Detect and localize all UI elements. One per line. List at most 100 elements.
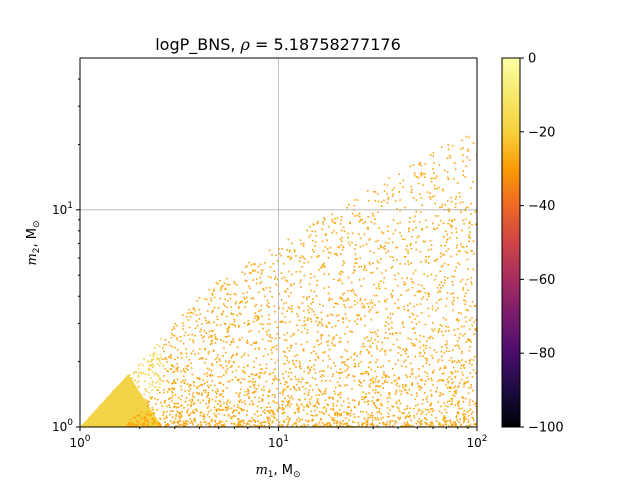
- scatter-point: [110, 402, 112, 404]
- scatter-point: [425, 413, 428, 416]
- scatter-point: [334, 253, 336, 256]
- scatter-point: [349, 412, 352, 415]
- scatter-point: [333, 278, 335, 280]
- scatter-point: [282, 307, 284, 310]
- scatter-point: [342, 318, 344, 321]
- scatter-point: [130, 422, 133, 425]
- scatter-point: [463, 415, 465, 418]
- scatter-point: [190, 401, 193, 404]
- scatter-point: [354, 258, 357, 260]
- scatter-point: [240, 408, 242, 410]
- scatter-point: [260, 422, 263, 424]
- scatter-point: [131, 383, 133, 386]
- scatter-point: [97, 417, 99, 419]
- scatter-point: [237, 419, 239, 421]
- scatter-point: [468, 401, 471, 404]
- scatter-point: [343, 304, 345, 306]
- scatter-point: [458, 412, 460, 415]
- scatter-point: [432, 155, 435, 157]
- scatter-point: [384, 300, 386, 302]
- scatter-point: [314, 378, 316, 380]
- scatter-point: [350, 281, 353, 284]
- scatter-point: [253, 317, 256, 319]
- scatter-point: [312, 405, 315, 408]
- scatter-point: [375, 311, 378, 314]
- scatter-point: [457, 319, 460, 322]
- scatter-point: [469, 423, 472, 426]
- scatter-point: [408, 228, 410, 230]
- scatter-point: [395, 379, 397, 382]
- scatter-point: [262, 394, 264, 396]
- scatter-point: [106, 413, 109, 415]
- scatter-point: [183, 375, 185, 378]
- chart-title: logP_BNS, ρ = 5.18758277176: [155, 35, 401, 55]
- scatter-point: [396, 222, 399, 225]
- scatter-point: [424, 371, 427, 373]
- scatter-point: [209, 374, 211, 377]
- scatter-point: [440, 244, 442, 247]
- scatter-point: [329, 297, 331, 299]
- scatter-point: [263, 389, 265, 391]
- scatter-point: [443, 282, 446, 284]
- scatter-point: [241, 300, 243, 303]
- scatter-point: [359, 257, 362, 259]
- scatter-point: [243, 371, 245, 373]
- scatter-point: [267, 402, 270, 405]
- scatter-point: [346, 364, 348, 367]
- scatter-point: [170, 410, 172, 412]
- scatter-point: [317, 355, 319, 358]
- scatter-point: [210, 409, 212, 412]
- scatter-point: [405, 374, 407, 376]
- scatter-point: [402, 305, 405, 308]
- scatter-point: [119, 385, 122, 388]
- scatter-point: [205, 358, 207, 360]
- scatter-point: [233, 410, 235, 412]
- scatter-point: [296, 324, 298, 327]
- scatter-point: [275, 348, 278, 351]
- scatter-point: [448, 386, 451, 388]
- scatter-point: [290, 403, 292, 405]
- scatter-point: [272, 372, 275, 374]
- scatter-point: [367, 339, 369, 342]
- scatter-point: [295, 424, 298, 427]
- scatter-point: [126, 414, 129, 417]
- scatter-point: [367, 416, 369, 419]
- scatter-point: [250, 344, 253, 346]
- scatter-point: [354, 293, 356, 296]
- scatter-point: [370, 337, 373, 340]
- scatter-point: [156, 374, 159, 377]
- scatter-point: [331, 375, 334, 377]
- scatter-point: [392, 406, 395, 408]
- scatter-point: [353, 366, 356, 368]
- scatter-point: [220, 339, 222, 341]
- scatter-point: [290, 305, 293, 307]
- scatter-point: [160, 425, 162, 427]
- scatter-point: [158, 358, 160, 360]
- scatter-point: [288, 350, 291, 352]
- scatter-point: [272, 411, 275, 414]
- scatter-point: [152, 409, 154, 411]
- scatter-point: [254, 374, 256, 376]
- scatter-point: [147, 421, 150, 423]
- scatter-point: [321, 334, 324, 336]
- scatter-point: [437, 380, 439, 383]
- scatter-point: [230, 312, 232, 315]
- scatter-point: [369, 423, 372, 426]
- scatter-point: [273, 305, 276, 307]
- scatter-point: [448, 208, 451, 210]
- scatter-point: [286, 287, 289, 290]
- scatter-point: [295, 271, 298, 273]
- scatter-point: [288, 255, 290, 258]
- scatter-point: [449, 419, 451, 421]
- scatter-point: [462, 397, 465, 399]
- scatter-point: [273, 368, 276, 371]
- scatter-point: [171, 328, 173, 331]
- scatter-point: [260, 272, 263, 275]
- scatter-point: [286, 359, 288, 362]
- scatter-point: [312, 350, 315, 352]
- scatter-point: [430, 335, 432, 338]
- scatter-point: [463, 417, 465, 419]
- scatter-point: [340, 253, 342, 255]
- scatter-point: [250, 425, 252, 427]
